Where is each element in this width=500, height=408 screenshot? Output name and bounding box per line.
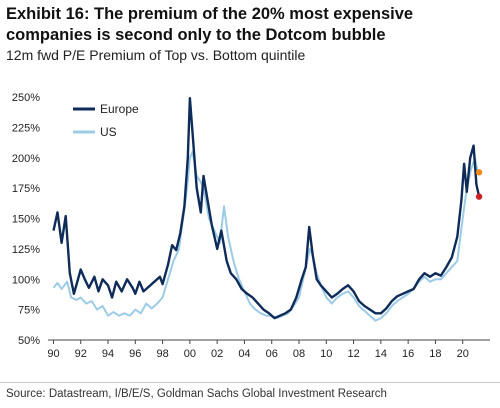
x-tick-label: 12: [347, 348, 359, 360]
x-tick-label: 04: [238, 348, 250, 360]
series-line-europe: [52, 97, 481, 320]
y-tick-label: 150%: [12, 214, 40, 226]
y-tick-label: 175%: [12, 183, 40, 195]
source-note: Source: Datastream, I/B/E/S, Goldman Sac…: [6, 388, 387, 400]
y-tick-label: 225%: [12, 122, 40, 134]
x-tick-label: 92: [75, 348, 87, 360]
x-tick-label: 08: [293, 348, 305, 360]
end-markers: [475, 169, 483, 200]
x-tick-label: 18: [429, 348, 441, 360]
x-tick-label: 94: [102, 348, 114, 360]
y-tick-label: 75%: [18, 305, 40, 317]
y-tick-label: 250%: [12, 92, 40, 104]
x-tick-label: 14: [375, 348, 387, 360]
x-tick-label: 00: [184, 348, 196, 360]
x-axis: 90 92 94 96 98 00 02 04 06 08 10 12 14 16 18 20: [47, 340, 469, 360]
y-tick-label: 50%: [18, 335, 40, 347]
legend-label-europe: Europe: [100, 102, 139, 116]
y-tick-label: 100%: [12, 274, 40, 286]
x-tick-label: 06: [266, 348, 278, 360]
y-tick-label: 200%: [12, 153, 40, 165]
x-tick-label: 10: [320, 348, 332, 360]
x-tick-label: 16: [402, 348, 414, 360]
x-tick-label: 98: [156, 348, 168, 360]
x-tick-label: 96: [129, 348, 141, 360]
chart-subtitle: 12m fwd P/E Premium of Top vs. Bottom qu…: [6, 47, 306, 63]
end-marker-europe: [475, 193, 483, 200]
x-tick-label: 90: [47, 348, 59, 360]
series-layer: [52, 97, 481, 322]
x-tick-label: 20: [457, 348, 469, 360]
source-divider: [0, 382, 500, 383]
y-axis: 50% 75% 100% 125% 150% 175% 200% 225% 250%: [12, 92, 40, 347]
legend: Europe US: [73, 102, 139, 139]
chart-title: Exhibit 16: The premium of the 20% most …: [6, 5, 414, 44]
end-marker-us: [475, 169, 483, 176]
legend-label-us: US: [100, 125, 117, 139]
series-line-us: [52, 150, 480, 322]
x-tick-label: 02: [211, 348, 223, 360]
y-tick-label: 125%: [12, 244, 40, 256]
